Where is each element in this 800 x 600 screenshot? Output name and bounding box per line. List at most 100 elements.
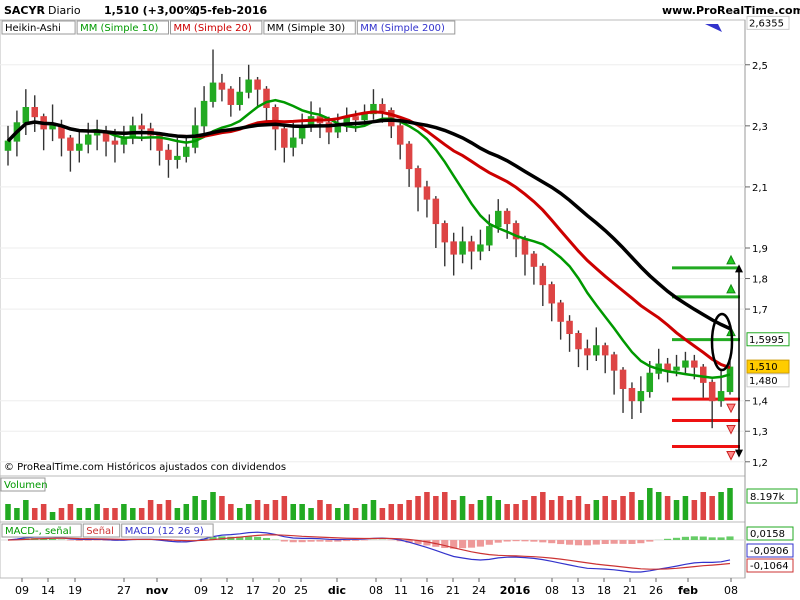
volume-bar: [67, 504, 74, 520]
volume-bar: [388, 504, 395, 520]
candle-body: [289, 137, 297, 148]
volume-bar: [192, 496, 198, 520]
volume-bar: [263, 504, 270, 520]
y-tick-label: 1,4: [752, 397, 768, 408]
candle-body: [726, 366, 734, 393]
volume-bar: [566, 500, 573, 520]
volume-bar: [94, 504, 100, 520]
candle-body: [227, 88, 235, 105]
macd-legend-item[interactable]: MACD-, señal: [5, 526, 72, 537]
volume-title: Volumen: [4, 480, 48, 491]
legend-item[interactable]: MM (Simple 20): [174, 23, 252, 34]
legend-item[interactable]: MM (Simple 10): [80, 23, 158, 34]
down-arrow-icon: [726, 451, 736, 461]
legend-item[interactable]: Heikin-Ashi: [5, 23, 61, 34]
candle-body: [423, 186, 431, 200]
macd-legend-item[interactable]: MACD (12 26 9): [125, 526, 204, 537]
range-arrow-down-icon: [735, 449, 743, 458]
candle-body: [396, 125, 404, 145]
candle-body: [272, 107, 279, 130]
volume-bar: [468, 504, 475, 520]
copyright-text: © ProRealTime.com Históricos ajustados c…: [4, 461, 286, 473]
volume-bar: [370, 500, 377, 520]
x-tick-label: 19: [68, 584, 82, 597]
candle-body: [477, 244, 484, 252]
candle-body: [405, 143, 413, 170]
volume-bar: [317, 500, 323, 520]
macd-legend-box: [121, 523, 214, 538]
volume-bar: [513, 504, 519, 520]
volume-bar: [433, 496, 439, 520]
macd-legend-item[interactable]: Señal: [86, 526, 114, 537]
date-axis: 09 14 19 27 nov 09 12 17 20 25 dic 08 11 16 21 24 2016 08…: [15, 578, 738, 597]
x-tick-label: 09: [194, 584, 208, 597]
volume-bar: [121, 504, 127, 520]
highlight-oval: [710, 312, 734, 372]
macd-value-label: 0,0158: [750, 529, 785, 540]
candle-body: [486, 226, 493, 246]
volume-bar: [85, 508, 91, 520]
volume-bar: [183, 504, 190, 520]
candle-body: [245, 79, 252, 93]
legend-item-box: [1, 20, 76, 35]
y-label-top: 2,6355: [749, 18, 784, 29]
volume-bar: [647, 488, 653, 520]
candle-body: [575, 333, 582, 350]
volume-bar: [557, 496, 564, 520]
legend-item-box: [170, 20, 263, 35]
volume-bar: [450, 500, 457, 520]
y-tick-label: 1,9: [752, 244, 768, 255]
volume-bar: [486, 496, 493, 520]
volume-bar: [575, 496, 582, 520]
x-tick-label: 08: [545, 584, 559, 597]
macd-value-label: -0,1064: [750, 561, 789, 572]
volume-bar: [58, 508, 65, 520]
volume-bar: [165, 500, 172, 520]
x-tick-label: 17: [246, 584, 260, 597]
volume-bar: [593, 500, 600, 520]
y-label-level-2: 1,480: [749, 376, 778, 387]
volume-bar: [673, 500, 680, 520]
quote-label: 1,510 (+3,00%): [104, 4, 200, 17]
x-tick-label: 27: [117, 584, 131, 597]
candle-body: [263, 88, 270, 109]
volume-bar: [629, 492, 635, 520]
macd-value-box: [746, 558, 794, 573]
volume-bar: [31, 508, 38, 520]
candle-body: [717, 391, 725, 402]
volume-bar: [442, 492, 448, 520]
y-tick-label: 2,1: [752, 183, 768, 194]
down-arrow-icon: [726, 403, 736, 414]
volume-bar: [727, 488, 733, 520]
candle-body: [441, 223, 449, 243]
volume-bar: [504, 504, 510, 520]
volume-bar: [540, 492, 546, 520]
y-tick-label: 1,8: [752, 275, 768, 286]
volume-bar: [201, 500, 207, 520]
candle-body: [67, 137, 74, 151]
legend-item[interactable]: MM (Simple 200): [360, 23, 445, 34]
legend-item[interactable]: MM (Simple 30): [267, 23, 345, 34]
volume-bar: [130, 508, 136, 520]
candle-body: [84, 134, 92, 145]
volume-bar: [281, 496, 288, 520]
volume-bar: [308, 508, 314, 520]
site-label[interactable]: www.ProRealTime.com: [662, 4, 800, 17]
moving-averages: [6, 98, 731, 380]
volume-bar: [459, 496, 466, 520]
volume-bar: [228, 504, 234, 520]
volume-bar: [147, 500, 154, 520]
legend: Heikin-Ashi MM (Simple 10) MM (Simple 20) M…: [1, 20, 456, 35]
volume-bar: [655, 492, 662, 520]
candle-body: [637, 391, 645, 402]
volume-bar: [664, 496, 671, 520]
legend-item-box: [76, 20, 169, 35]
candle-body: [31, 107, 39, 118]
candle-body: [691, 360, 698, 368]
volume-bar: [691, 500, 698, 520]
candle-body: [593, 345, 600, 356]
x-tick-label: 14: [41, 584, 55, 597]
candle-body: [708, 381, 716, 402]
volume-bar: [156, 504, 163, 520]
